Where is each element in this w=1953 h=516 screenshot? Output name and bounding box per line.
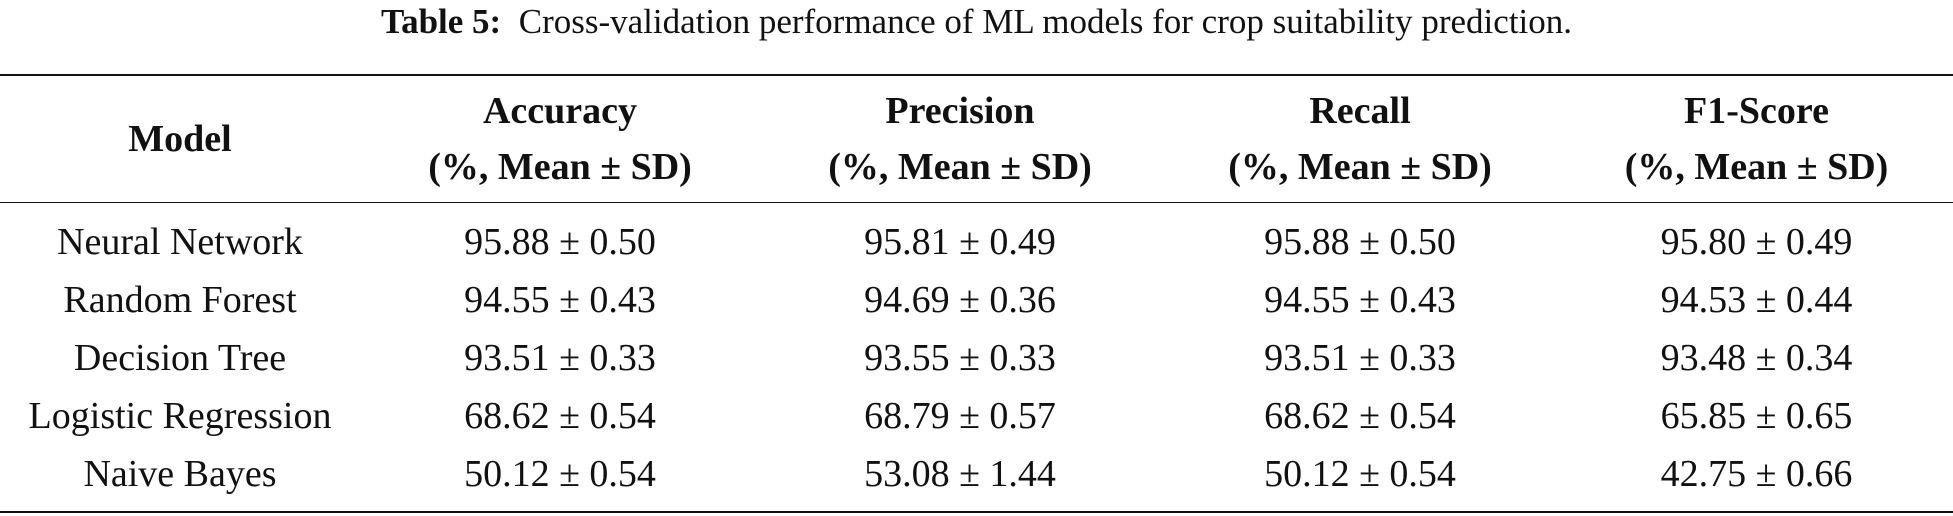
results-table: Model Accuracy (%, Mean ± SD) Precision … [0,74,1953,513]
header-recall-label: Recall [1309,90,1411,132]
precision-value: 95.81 ± 0.49 [864,221,1056,263]
header-accuracy: Accuracy (%, Mean ± SD) [360,83,760,195]
accuracy-value: 93.51 ± 0.33 [464,337,656,379]
f1-value: 95.80 ± 0.49 [1660,221,1853,263]
precision-value: 94.69 ± 0.36 [864,279,1056,321]
header-precision-unit: (%, Mean ± SD) [828,146,1092,188]
table-row: Logistic Regression 68.62 ± 0.54 68.79 ±… [0,387,1953,445]
precision-value: 93.55 ± 0.33 [864,337,1056,379]
table-body: Neural Network 95.88 ± 0.50 95.81 ± 0.49… [0,203,1953,511]
model-name: Random Forest [63,279,297,321]
accuracy-value: 95.88 ± 0.50 [464,221,656,263]
precision-value: 68.79 ± 0.57 [864,395,1056,437]
table-row: Neural Network 95.88 ± 0.50 95.81 ± 0.49… [0,213,1953,271]
header-f1-label: F1-Score [1684,90,1829,132]
table-row: Decision Tree 93.51 ± 0.33 93.55 ± 0.33 … [0,329,1953,387]
header-model-label: Model [128,118,232,160]
recall-value: 50.12 ± 0.54 [1264,453,1456,495]
f1-value: 93.48 ± 0.34 [1660,337,1853,379]
header-precision-label: Precision [885,90,1035,132]
header-recall-unit: (%, Mean ± SD) [1228,146,1492,188]
recall-value: 94.55 ± 0.43 [1264,279,1456,321]
header-recall: Recall (%, Mean ± SD) [1160,83,1560,195]
f1-value: 94.53 ± 0.44 [1660,279,1853,321]
bottom-rule [0,511,1953,513]
table-caption: Table 5: Cross-validation performance of… [0,2,1953,42]
table-header-row: Model Accuracy (%, Mean ± SD) Precision … [0,76,1953,202]
precision-value: 53.08 ± 1.44 [864,453,1056,495]
header-accuracy-unit: (%, Mean ± SD) [428,146,692,188]
accuracy-value: 68.62 ± 0.54 [464,395,656,437]
f1-value: 65.85 ± 0.65 [1660,395,1853,437]
accuracy-value: 50.12 ± 0.54 [464,453,656,495]
recall-value: 95.88 ± 0.50 [1264,221,1456,263]
header-accuracy-label: Accuracy [482,90,638,132]
header-f1-unit: (%, Mean ± SD) [1624,146,1889,188]
recall-value: 93.51 ± 0.33 [1264,337,1456,379]
header-model: Model [0,111,360,167]
model-name: Logistic Regression [28,395,332,437]
table-row: Random Forest 94.55 ± 0.43 94.69 ± 0.36 … [0,271,1953,329]
top-rule [0,74,1953,76]
header-f1: F1-Score (%, Mean ± SD) [1560,83,1953,195]
model-name: Naive Bayes [83,453,277,495]
f1-value: 42.75 ± 0.66 [1660,453,1853,495]
recall-value: 68.62 ± 0.54 [1264,395,1456,437]
accuracy-value: 94.55 ± 0.43 [464,279,656,321]
caption-text: Cross-validation performance of ML model… [518,2,1573,41]
header-rule [0,202,1953,203]
model-name: Decision Tree [73,337,287,379]
header-precision: Precision (%, Mean ± SD) [760,83,1160,195]
table-row: Naive Bayes 50.12 ± 0.54 53.08 ± 1.44 50… [0,445,1953,503]
model-name: Neural Network [57,221,303,263]
caption-label: Table 5: [380,2,502,41]
